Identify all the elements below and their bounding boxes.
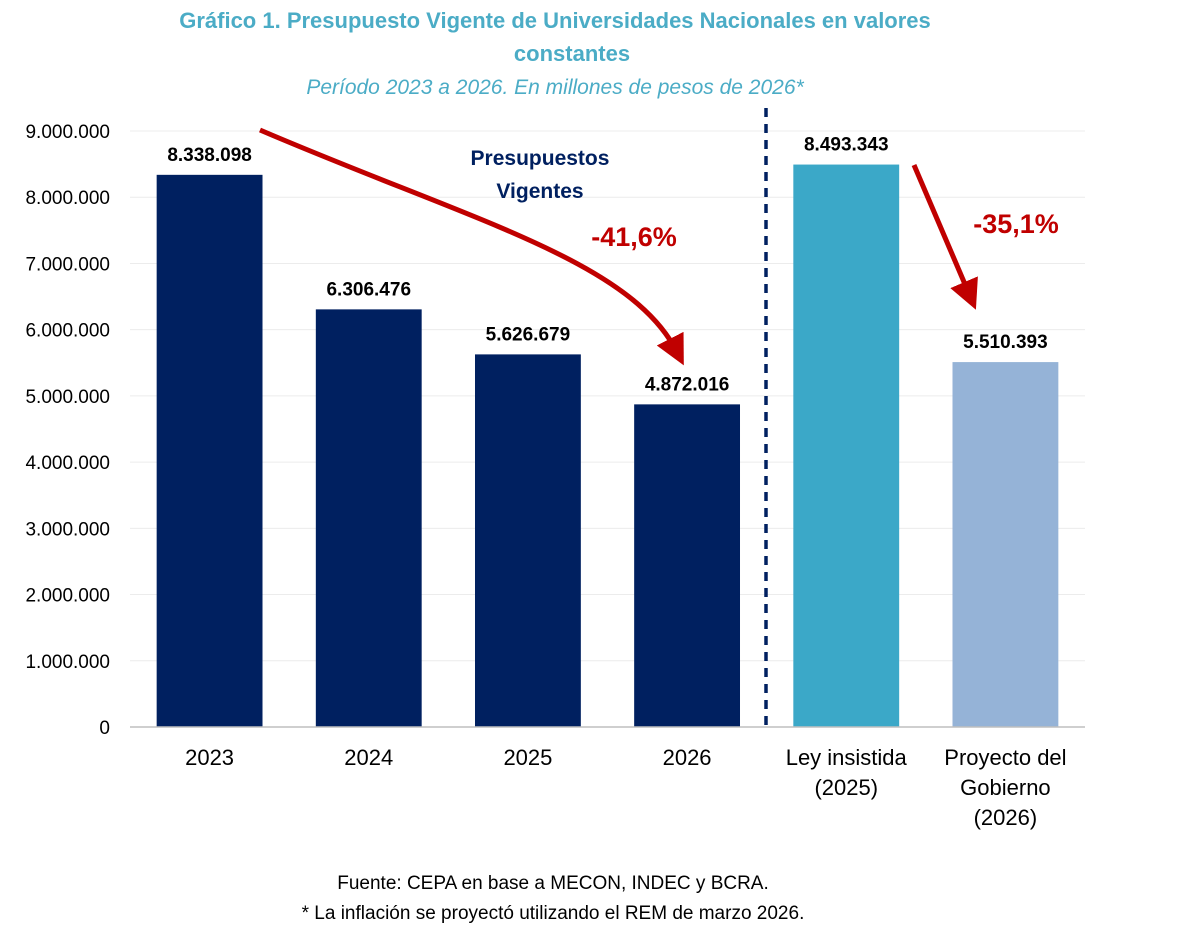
x-tick-label: Proyecto del Gobierno (2026) [944,745,1066,830]
y-tick-label: 2.000.000 [25,586,110,607]
bar [156,174,263,727]
bar [315,309,422,727]
y-tick-label: 3.000.000 [25,519,110,540]
x-axis-ticks: 2023 2024 2025 2026 Ley insistida (2025) Proye… [185,745,1066,830]
chart-title-line-2: constantes [514,41,630,66]
data-label: 5.510.393 [963,332,1048,353]
data-label: 8.338.098 [167,145,252,166]
decline-arrow-1 [259,127,684,366]
data-label: 8.493.343 [804,135,889,156]
decline-percent-1: -41,6% [591,222,677,252]
footer-note: * La inflación se proyectó utilizando el… [302,903,805,924]
chart-subtitle: Período 2023 a 2026. En millones de peso… [306,76,804,99]
y-tick-label: 8.000.000 [25,188,110,209]
bar [793,164,900,728]
y-tick-label: 9.000.000 [25,122,110,143]
x-tick-label: Ley insistida (2025) [786,745,908,800]
group-label-line-2: Vigentes [496,180,583,203]
y-tick-label: 0 [99,718,110,739]
y-axis-ticks: 0 1.000.000 2.000.000 3.000.000 4.000.000 5.0… [25,122,110,739]
group-label-line-1: Presupuestos [471,147,610,170]
x-tick-label: 2026 [663,745,712,770]
x-tick-label: 2025 [503,745,552,770]
gridlines [130,130,1085,662]
data-label: 6.306.476 [326,279,411,300]
chart-title-line-1: Gráfico 1. Presupuesto Vigente de Univer… [179,8,931,33]
bar [474,354,581,727]
y-tick-label: 4.000.000 [25,453,110,474]
y-tick-label: 7.000.000 [25,254,110,275]
data-label: 4.872.016 [645,374,730,395]
data-label: 5.626.679 [486,324,571,345]
x-tick-label: 2024 [344,745,393,770]
y-tick-label: 1.000.000 [25,652,110,673]
bar [952,362,1059,727]
bars [156,164,1059,728]
y-tick-label: 5.000.000 [25,387,110,408]
bar [634,404,741,727]
decline-percent-2: -35,1% [973,209,1059,239]
x-tick-label: 2023 [185,745,234,770]
decline-arrow-2 [911,164,978,310]
y-tick-label: 6.000.000 [25,321,110,342]
data-labels: 8.338.098 6.306.476 5.626.679 4.872.016 8.49… [167,135,1047,396]
footer-source: Fuente: CEPA en base a MECON, INDEC y BC… [337,873,769,894]
